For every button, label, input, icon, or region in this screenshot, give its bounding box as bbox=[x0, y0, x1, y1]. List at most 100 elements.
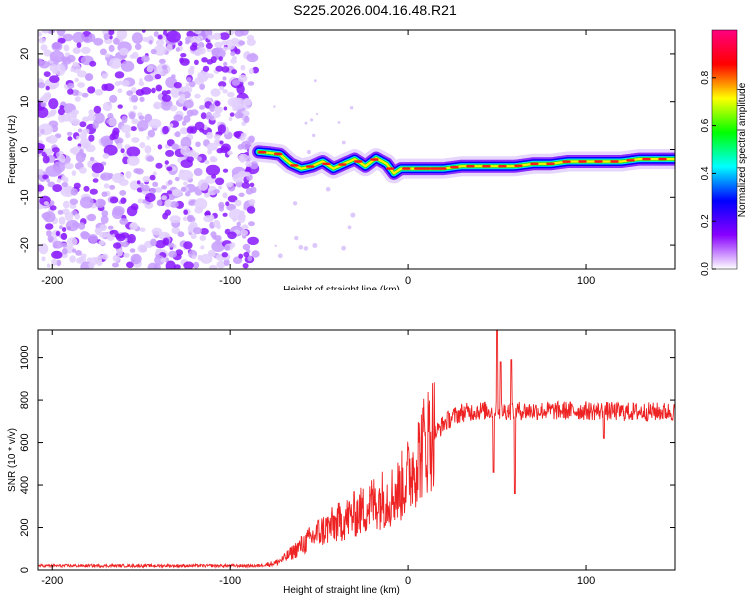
noise-blob bbox=[224, 245, 231, 251]
noise-blob bbox=[93, 256, 103, 263]
noise-blob bbox=[170, 86, 181, 98]
noise-blob bbox=[159, 58, 166, 64]
noise-blob bbox=[294, 235, 299, 241]
noise-blob bbox=[144, 145, 152, 154]
noise-blob bbox=[61, 227, 67, 232]
noise-blob bbox=[152, 181, 159, 187]
noise-blob bbox=[73, 182, 81, 189]
noise-blob bbox=[51, 250, 63, 259]
noise-blob bbox=[55, 152, 60, 158]
colorbar-tick-label: 0.0 bbox=[700, 262, 711, 276]
noise-blob bbox=[79, 121, 87, 128]
noise-blob bbox=[102, 153, 110, 159]
noise-blob bbox=[131, 94, 138, 103]
noise-blob bbox=[183, 261, 194, 269]
noise-blob bbox=[102, 101, 113, 112]
noise-blob bbox=[310, 118, 314, 122]
noise-blob bbox=[114, 71, 125, 79]
noise-blob bbox=[341, 140, 346, 145]
noise-blob bbox=[248, 68, 254, 75]
noise-blob bbox=[347, 225, 352, 230]
noise-blob bbox=[78, 222, 86, 230]
noise-blob bbox=[164, 199, 172, 208]
noise-blob bbox=[200, 253, 213, 264]
noise-blob bbox=[121, 115, 128, 124]
noise-blob bbox=[148, 40, 153, 45]
noise-blob bbox=[119, 218, 129, 225]
noise-blob bbox=[99, 231, 108, 238]
noise-blob bbox=[101, 83, 108, 91]
noise-blob bbox=[240, 229, 249, 236]
noise-blob bbox=[199, 105, 205, 110]
noise-blob bbox=[153, 45, 167, 56]
y-axis-label: SNR (10 * v/v) bbox=[7, 428, 18, 492]
noise-blob bbox=[162, 126, 169, 135]
noise-blob bbox=[121, 80, 130, 87]
noise-blob bbox=[250, 186, 257, 194]
noise-blob bbox=[58, 216, 66, 225]
noise-blob bbox=[38, 132, 42, 137]
noise-blob bbox=[221, 66, 230, 73]
noise-blob bbox=[191, 254, 197, 260]
noise-blob bbox=[88, 134, 95, 142]
noise-blob bbox=[75, 250, 82, 256]
noise-blob bbox=[154, 73, 162, 80]
noise-blob bbox=[43, 201, 50, 206]
noise-blob bbox=[108, 57, 122, 69]
noise-blob bbox=[147, 129, 156, 138]
noise-blob bbox=[233, 131, 241, 138]
noise-blob bbox=[64, 212, 74, 222]
noise-blob bbox=[220, 143, 231, 152]
x-tick-label: 100 bbox=[577, 275, 595, 287]
noise-blob bbox=[38, 106, 49, 119]
noise-blob bbox=[103, 33, 110, 40]
noise-blob bbox=[146, 65, 154, 73]
noise-blob bbox=[194, 121, 205, 131]
noise-blob bbox=[187, 87, 193, 93]
noise-blob bbox=[144, 74, 154, 82]
noise-blob bbox=[82, 128, 90, 134]
noise-blob bbox=[314, 79, 317, 83]
noise-blob bbox=[82, 143, 90, 149]
noise-blob bbox=[81, 92, 89, 98]
noise-blob bbox=[214, 41, 223, 48]
noise-blob bbox=[112, 262, 119, 268]
noise-blob bbox=[101, 210, 109, 218]
noise-blob bbox=[151, 87, 156, 94]
noise-blob bbox=[69, 255, 77, 263]
noise-blob bbox=[227, 195, 238, 203]
noise-blob bbox=[171, 166, 177, 172]
noise-blob bbox=[38, 168, 44, 176]
noise-blob bbox=[49, 50, 65, 63]
noise-blob bbox=[273, 105, 276, 108]
noise-blob bbox=[130, 253, 142, 265]
noise-blob bbox=[213, 189, 220, 194]
noise-blob bbox=[106, 119, 110, 124]
noise-blob bbox=[205, 164, 221, 176]
noise-blob bbox=[222, 168, 229, 173]
noise-blob bbox=[79, 131, 87, 141]
noise-blob bbox=[136, 180, 141, 185]
noise-blob bbox=[138, 127, 145, 132]
noise-blob bbox=[146, 155, 155, 162]
x-tick-label: 100 bbox=[577, 575, 595, 587]
noise-blob bbox=[141, 55, 150, 63]
noise-blob bbox=[196, 35, 204, 42]
noise-blob bbox=[304, 121, 308, 125]
noise-blob bbox=[240, 132, 247, 138]
noise-blob bbox=[186, 126, 194, 134]
noise-blob bbox=[109, 230, 115, 235]
noise-blob bbox=[142, 175, 151, 183]
noise-blob bbox=[206, 142, 218, 151]
noise-blob bbox=[80, 231, 89, 239]
noise-blob bbox=[50, 84, 57, 90]
noise-blob bbox=[234, 48, 241, 55]
noise-blob bbox=[108, 117, 117, 127]
noise-blob bbox=[247, 81, 255, 86]
noise-blob bbox=[81, 152, 87, 158]
noise-blob bbox=[133, 168, 141, 174]
noise-blob bbox=[137, 198, 144, 204]
noise-blob bbox=[74, 213, 81, 220]
